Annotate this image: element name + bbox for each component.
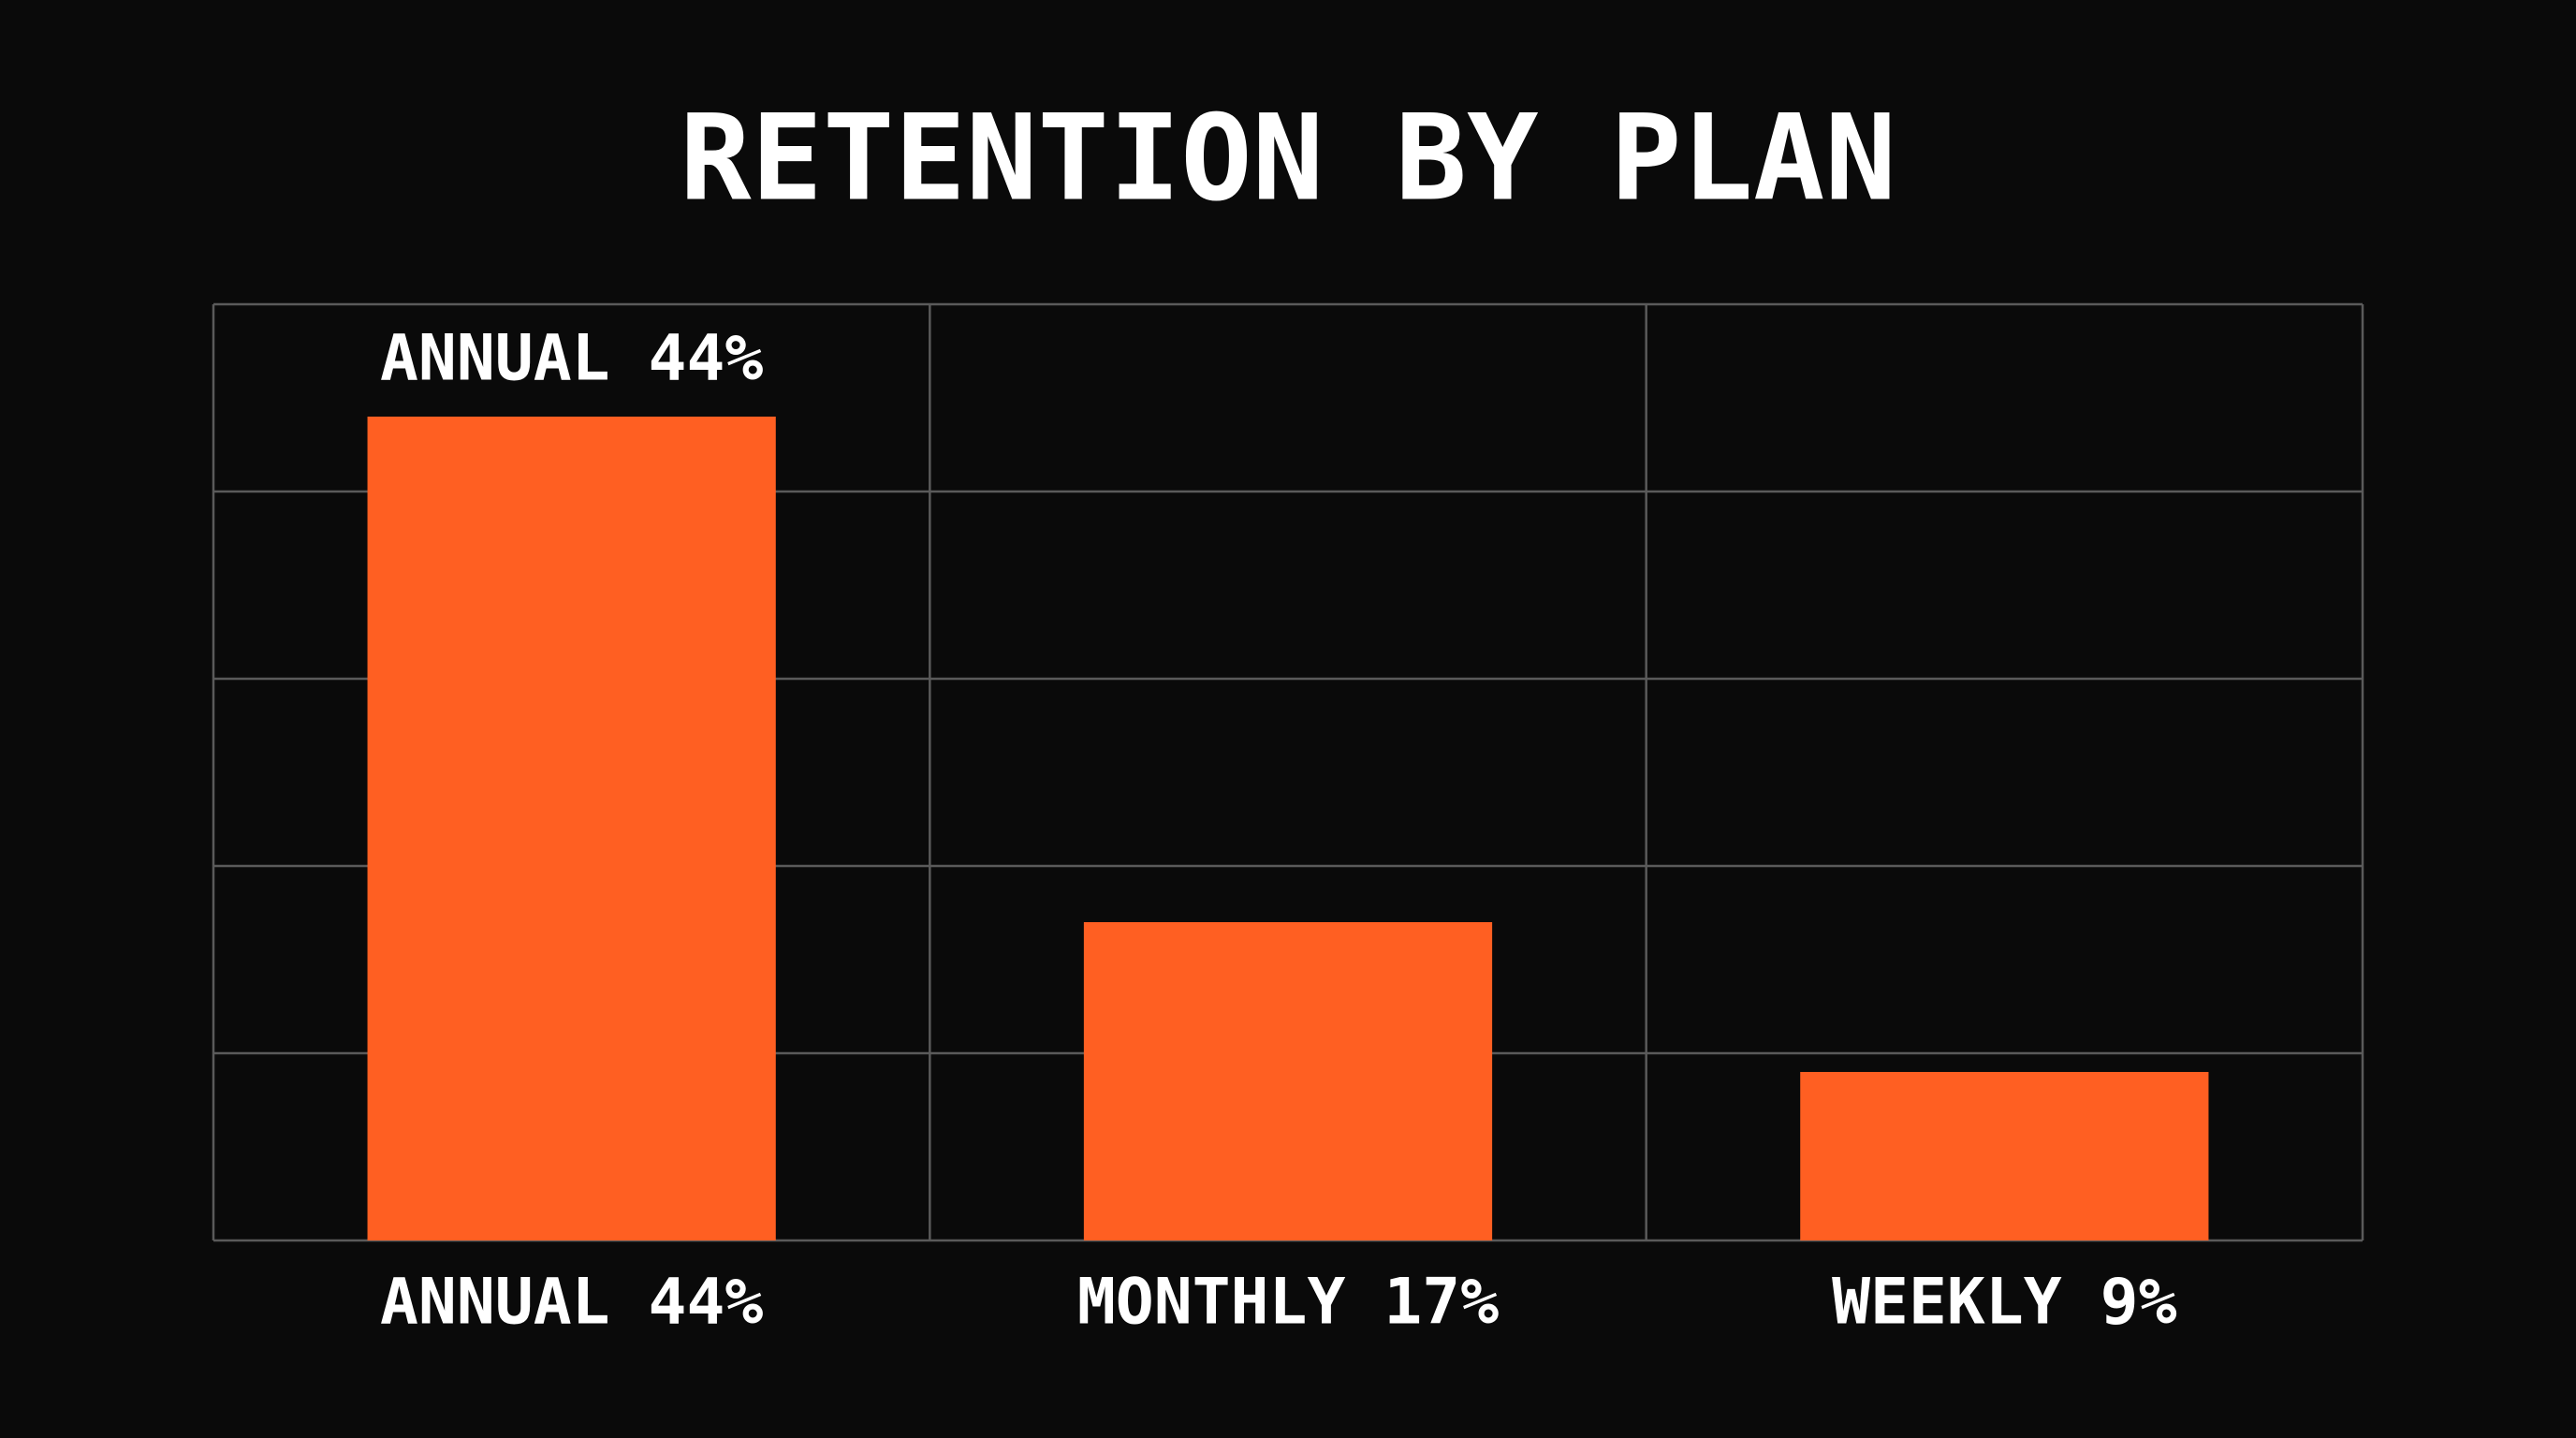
chart-title: RETENTION BY PLAN <box>680 89 1896 227</box>
bar <box>367 417 776 1240</box>
x-tick-label: ANNUAL 44% <box>380 1266 763 1340</box>
bar <box>1083 922 1493 1240</box>
x-tick-label: WEEKLY 9% <box>1832 1266 2177 1340</box>
bar <box>1800 1072 2209 1240</box>
x-tick-label: MONTHLY 17% <box>1077 1266 1499 1340</box>
value-label: ANNUAL 44% <box>380 322 763 396</box>
